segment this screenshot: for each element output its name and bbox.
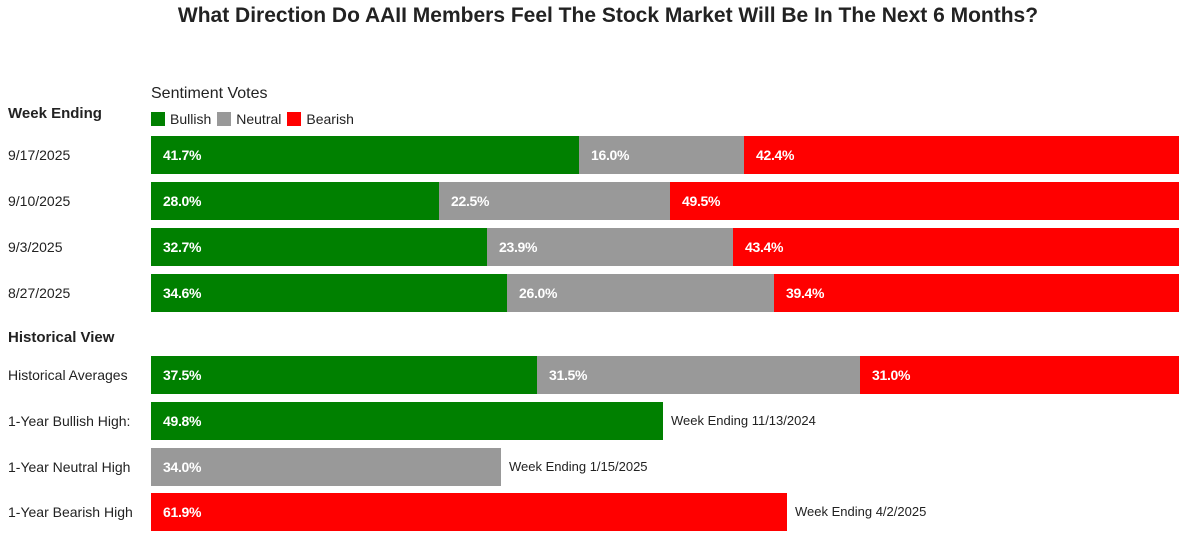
week-row-4-neutral-segment-label: 26.0% [519, 285, 558, 301]
week-row-1-bar: 41.7% 16.0% 42.4% [151, 136, 1179, 174]
legend-swatch-bearish [287, 112, 302, 126]
week-row-1-label: 9/17/2025 [8, 147, 71, 163]
neutral-high-row-bar: 34.0% [151, 448, 1179, 486]
week-row-4-bearish-segment-label: 39.4% [786, 285, 825, 301]
legend-label-bullish: Bullish [170, 111, 212, 127]
bullish-high-row-bar: 49.8% [151, 402, 1179, 440]
historical-averages-row-label: Historical Averages [8, 367, 128, 383]
bearish-high-row-segment-label: 61.9% [163, 504, 202, 520]
week-row-1-bearish-segment: 42.4% [744, 136, 1179, 174]
week-row-3-neutral-segment-label: 23.9% [499, 239, 538, 255]
bearish-high-row-bar: 61.9% [151, 493, 1179, 531]
bearish-high-row-segment: 61.9% [151, 493, 787, 531]
bullish-high-row-note: Week Ending 11/13/2024 [671, 413, 816, 428]
bullish-high-row-segment: 49.8% [151, 402, 663, 440]
historical-averages-row-neutral-segment: 31.5% [537, 356, 860, 394]
historical-averages-row-bullish-segment-label: 37.5% [163, 367, 202, 383]
week-row-4-bullish-segment: 34.6% [151, 274, 507, 312]
legend-item-neutral: Neutral [217, 111, 281, 127]
neutral-high-row-segment-label: 34.0% [163, 459, 202, 475]
historical-view-heading: Historical View [8, 329, 115, 346]
bullish-high-row-label: 1-Year Bullish High: [8, 413, 131, 429]
neutral-high-row-note: Week Ending 1/15/2025 [509, 459, 648, 474]
neutral-high-row-label: 1-Year Neutral High [8, 459, 131, 475]
legend: Bullish Neutral Bearish [151, 111, 360, 127]
week-row-3-bullish-segment-label: 32.7% [163, 239, 202, 255]
neutral-high-row-segment: 34.0% [151, 448, 501, 486]
week-row-2-bullish-segment: 28.0% [151, 182, 439, 220]
week-row-3-neutral-segment: 23.9% [487, 228, 733, 266]
week-row-3-bearish-segment-label: 43.4% [745, 239, 784, 255]
legend-swatch-bullish [151, 112, 165, 126]
week-row-2-bearish-segment-label: 49.5% [682, 193, 721, 209]
historical-averages-row-bearish-segment-label: 31.0% [872, 367, 911, 383]
week-row-2-label: 9/10/2025 [8, 193, 71, 209]
legend-label-neutral: Neutral [236, 111, 282, 127]
bearish-high-row-note: Week Ending 4/2/2025 [795, 504, 927, 519]
week-row-3-bar: 32.7% 23.9% 43.4% [151, 228, 1179, 266]
week-row-4-bullish-segment-label: 34.6% [163, 285, 202, 301]
historical-averages-row-neutral-segment-label: 31.5% [549, 367, 588, 383]
week-row-3-bullish-segment: 32.7% [151, 228, 487, 266]
week-row-2-neutral-segment-label: 22.5% [451, 193, 490, 209]
legend-label-bearish: Bearish [306, 111, 354, 127]
week-row-1-neutral-segment-label: 16.0% [591, 147, 630, 163]
bullish-high-row-segment-label: 49.8% [163, 413, 202, 429]
week-row-1-bullish-segment: 41.7% [151, 136, 579, 174]
week-row-2-bearish-segment: 49.5% [670, 182, 1179, 220]
week-row-2-bar: 28.0% 22.5% 49.5% [151, 182, 1179, 220]
historical-averages-row-bar: 37.5% 31.5% 31.0% [151, 356, 1179, 394]
bearish-high-row-label: 1-Year Bearish High [8, 504, 133, 520]
chart-title: What Direction Do AAII Members Feel The … [177, 4, 1039, 27]
legend-swatch-neutral [217, 112, 232, 126]
week-row-4-bearish-segment: 39.4% [774, 274, 1179, 312]
legend-item-bullish: Bullish [151, 111, 211, 127]
week-row-2-neutral-segment: 22.5% [439, 182, 670, 220]
legend-title: Sentiment Votes [151, 85, 268, 102]
week-row-4-label: 8/27/2025 [8, 285, 71, 301]
historical-averages-row-bullish-segment: 37.5% [151, 356, 537, 394]
week-row-1-neutral-segment: 16.0% [579, 136, 744, 174]
week-row-4-neutral-segment: 26.0% [507, 274, 774, 312]
week-row-1-bullish-segment-label: 41.7% [163, 147, 202, 163]
historical-averages-row-bearish-segment: 31.0% [860, 356, 1179, 394]
week-row-4-bar: 34.6% 26.0% 39.4% [151, 274, 1179, 312]
week-ending-heading: Week Ending [8, 105, 102, 122]
week-row-3-bearish-segment: 43.4% [733, 228, 1179, 266]
week-row-1-bearish-segment-label: 42.4% [756, 147, 795, 163]
week-row-2-bullish-segment-label: 28.0% [163, 193, 202, 209]
week-row-3-label: 9/3/2025 [8, 239, 63, 255]
legend-item-bearish: Bearish [287, 111, 354, 127]
